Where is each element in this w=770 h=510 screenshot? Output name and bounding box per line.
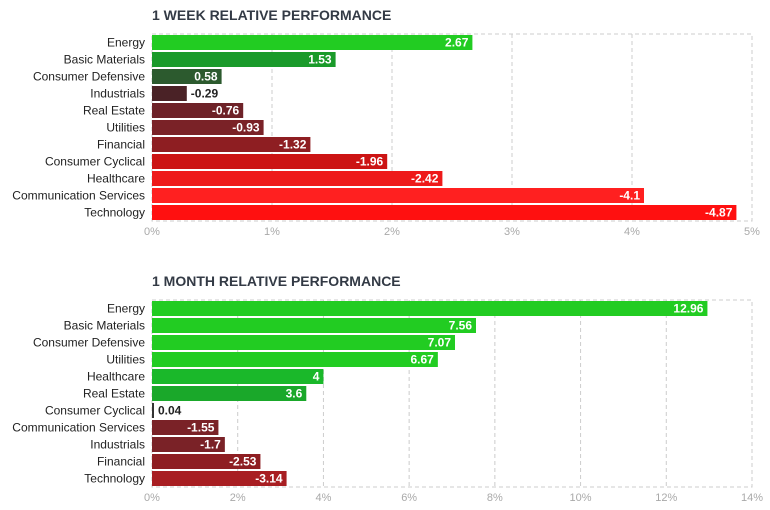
category-label: Consumer Cyclical	[45, 155, 145, 169]
value-label: 7.07	[428, 336, 452, 350]
bar	[152, 420, 219, 435]
chart-title: 1 WEEK RELATIVE PERFORMANCE	[152, 7, 391, 23]
value-label: 3.6	[286, 387, 303, 401]
x-tick-label: 10%	[570, 492, 592, 504]
bar	[152, 69, 222, 84]
bar	[152, 205, 737, 220]
x-tick-label: 1%	[264, 226, 280, 238]
value-label: -4.1	[619, 189, 640, 203]
value-label: 6.67	[410, 353, 434, 367]
category-label: Energy	[107, 36, 145, 50]
x-tick-label: 4%	[315, 492, 331, 504]
value-label: 1.53	[308, 53, 332, 67]
category-label: Financial	[97, 138, 145, 152]
x-tick-label: 4%	[624, 226, 640, 238]
category-label: Consumer Defensive	[33, 336, 145, 350]
bar	[152, 335, 455, 350]
bar	[152, 171, 443, 186]
bar	[152, 471, 287, 486]
x-tick-label: 2%	[230, 492, 246, 504]
value-label: -2.42	[411, 172, 439, 186]
chart-0: 1 WEEK RELATIVE PERFORMANCE 0% 1% 2% 3% 4% 5% E…	[12, 7, 760, 238]
x-tick-label: 3%	[504, 226, 520, 238]
bar	[152, 437, 225, 452]
category-label: Utilities	[106, 353, 145, 367]
x-tick-label: 12%	[655, 492, 677, 504]
category-label: Basic Materials	[64, 53, 145, 67]
value-label: -0.93	[232, 121, 260, 135]
category-label: Technology	[84, 206, 145, 220]
bar	[152, 454, 261, 469]
category-label: Technology	[84, 472, 145, 486]
category-label: Healthcare	[87, 370, 145, 384]
value-label: -1.55	[187, 421, 215, 435]
value-label: -0.76	[212, 104, 240, 118]
category-label: Consumer Cyclical	[45, 404, 145, 418]
value-label: -1.7	[200, 438, 221, 452]
value-label: -3.14	[255, 472, 283, 486]
category-label: Basic Materials	[64, 319, 145, 333]
bar	[152, 52, 336, 67]
chart-title: 1 MONTH RELATIVE PERFORMANCE	[152, 273, 401, 289]
value-label: -4.87	[705, 206, 733, 220]
value-label: -1.32	[279, 138, 307, 152]
value-label: 12.96	[673, 302, 703, 316]
chart-1: 1 MONTH RELATIVE PERFORMANCE 0% 2% 4% 6% 8% 10…	[12, 273, 763, 504]
category-label: Healthcare	[87, 172, 145, 186]
bar	[152, 369, 324, 384]
bar	[152, 120, 264, 135]
value-label: 0.04	[158, 404, 182, 418]
category-label: Real Estate	[83, 387, 145, 401]
value-label: -1.96	[356, 155, 384, 169]
x-tick-label: 8%	[487, 492, 503, 504]
x-tick-label: 0%	[144, 492, 160, 504]
category-label: Consumer Defensive	[33, 70, 145, 84]
x-tick-label: 2%	[384, 226, 400, 238]
bar	[152, 137, 311, 152]
bar	[152, 86, 187, 101]
category-label: Communication Services	[12, 421, 145, 435]
category-label: Energy	[107, 302, 145, 316]
bar	[152, 103, 244, 118]
value-label: 2.67	[445, 36, 469, 50]
bar	[152, 188, 644, 203]
category-label: Industrials	[90, 438, 145, 452]
bar	[152, 154, 388, 169]
x-tick-label: 0%	[144, 226, 160, 238]
value-label: -2.53	[229, 455, 257, 469]
category-label: Utilities	[106, 121, 145, 135]
x-tick-label: 14%	[741, 492, 763, 504]
category-label: Communication Services	[12, 189, 145, 203]
bar	[152, 35, 473, 50]
x-tick-label: 6%	[401, 492, 417, 504]
value-label: -0.29	[191, 87, 219, 101]
value-label: 0.58	[194, 70, 218, 84]
category-label: Industrials	[90, 87, 145, 101]
bar	[152, 403, 154, 418]
bar	[152, 386, 307, 401]
bar	[152, 352, 438, 367]
category-label: Real Estate	[83, 104, 145, 118]
value-label: 4	[313, 370, 320, 384]
x-tick-label: 5%	[744, 226, 760, 238]
value-label: 7.56	[449, 319, 473, 333]
bar	[152, 318, 476, 333]
category-label: Financial	[97, 455, 145, 469]
bar	[152, 301, 708, 316]
